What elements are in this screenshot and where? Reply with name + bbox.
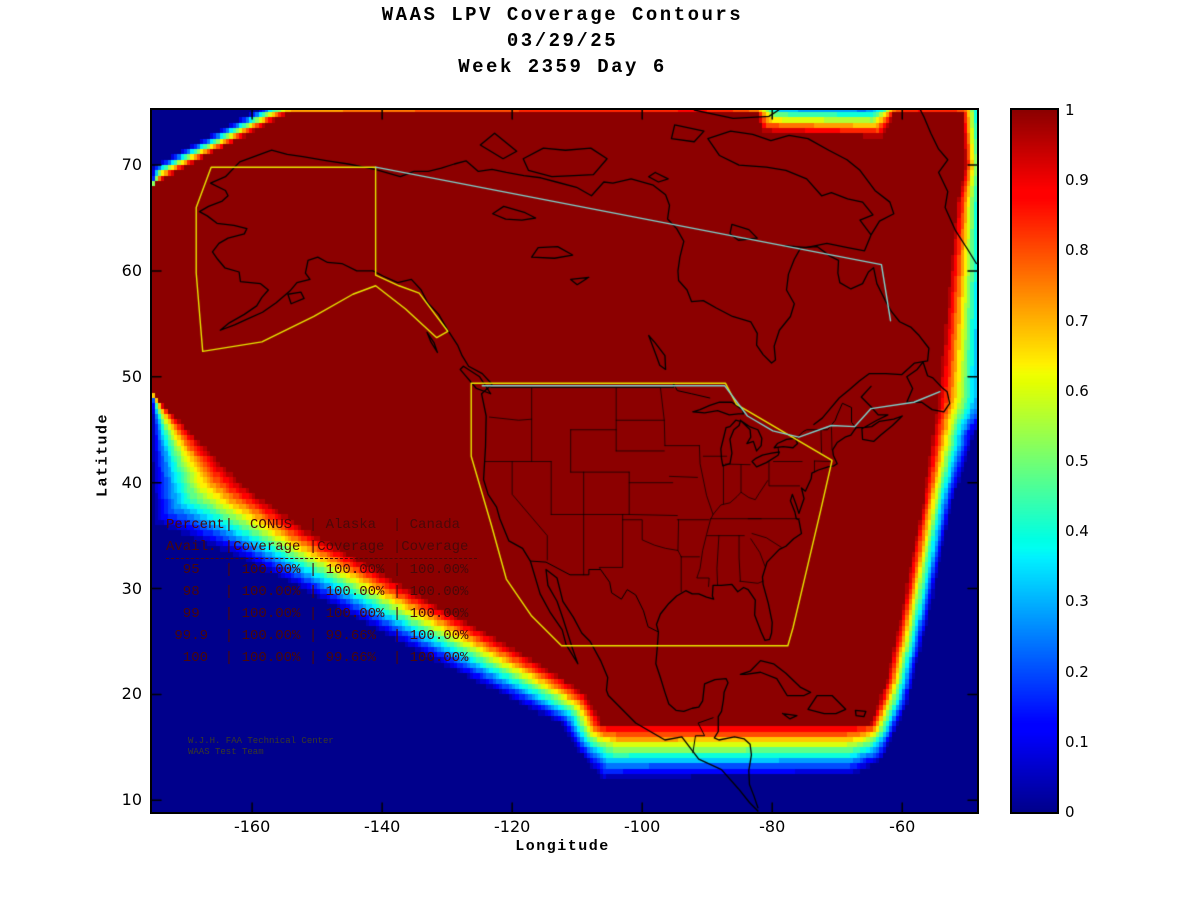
colorbar-tick-label: 0.5	[1065, 452, 1089, 470]
x-tick-label: -160	[233, 817, 271, 836]
coverage-contour-canvas	[152, 110, 977, 812]
credit-line-2: WAAS Test Team	[188, 747, 264, 757]
colorbar-tick-label: 0.9	[1065, 171, 1089, 190]
colorbar-tick-label: 0.4	[1065, 522, 1089, 541]
chart-week-day: Week 2359 Day 6	[458, 56, 667, 78]
y-tick-label: 30	[121, 578, 142, 598]
y-tick-label: 10	[121, 790, 142, 810]
chart-title-block: WAAS LPV Coverage Contours 03/29/25 Week…	[150, 2, 975, 80]
colorbar-tick-label: 0.8	[1065, 241, 1089, 260]
x-tick-label: -80	[759, 817, 786, 836]
colorbar-tick-label: 0.1	[1065, 732, 1089, 751]
coverage-table-rows: 95 | 100.00% | 100.00% | 100.00% 98 | 10…	[174, 562, 469, 666]
colorbar-tick-label: 0	[1065, 803, 1075, 821]
chart-date: 03/29/25	[506, 30, 619, 52]
y-tick-label: 60	[121, 260, 142, 280]
x-tick-label: -60	[889, 817, 916, 836]
colorbar	[1010, 108, 1059, 814]
y-tick-label: 40	[121, 472, 142, 492]
colorbar-gradient-canvas	[1012, 110, 1057, 812]
x-tick-label: -140	[363, 817, 401, 836]
coverage-table-header: Percent| CONUS | Alaska | Canada Avail. …	[166, 514, 477, 559]
colorbar-tick-label: 0.3	[1065, 592, 1089, 611]
credit-line-1: W.J.H. FAA Technical Center	[188, 736, 334, 746]
y-tick-label: 20	[121, 684, 142, 704]
coverage-statistics-table: Percent| CONUS | Alaska | Canada Avail. …	[166, 514, 477, 669]
map-plot-area: Percent| CONUS | Alaska | Canada Avail. …	[150, 108, 979, 814]
y-tick-label: 50	[121, 366, 142, 386]
x-axis-label: Longitude	[515, 838, 610, 855]
colorbar-tick-label: 1	[1065, 101, 1075, 119]
y-tick-label: 70	[121, 155, 142, 175]
chart-title: WAAS LPV Coverage Contours	[381, 4, 744, 26]
colorbar-tick-label: 0.7	[1065, 311, 1089, 330]
colorbar-tick-label: 0.2	[1065, 662, 1089, 681]
x-tick-label: -120	[494, 817, 531, 836]
credit-annotation: W.J.H. FAA Technical Center WAAS Test Te…	[188, 736, 334, 758]
x-tick-label: -100	[624, 817, 661, 836]
colorbar-tick-label: 0.6	[1065, 381, 1089, 400]
